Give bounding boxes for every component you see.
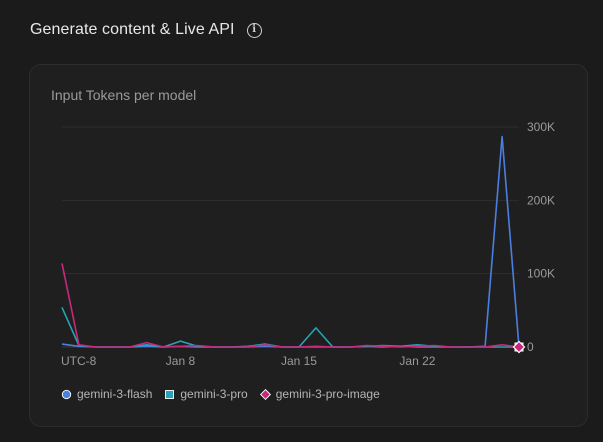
y-tick-label: 0 [527, 340, 534, 354]
chart-legend: gemini-3-flash gemini-3-pro gemini-3-pro-i… [61, 387, 384, 401]
y-tick-label: 300K [527, 120, 555, 134]
legend-marker-circle-icon [61, 389, 72, 399]
info-icon[interactable]: i [246, 22, 262, 38]
legend-label: gemini-3-flash [77, 387, 153, 401]
legend-marker-diamond-icon [259, 388, 271, 400]
y-axis-ticks: 0 100K 200K 300K [527, 120, 555, 354]
x-axis-ticks: UTC-8 Jan 8 Jan 15 Jan 22 [61, 354, 436, 368]
legend-label: gemini-3-pro-image [275, 387, 380, 401]
chart-title: Input Tokens per model [51, 87, 197, 103]
chart-card [29, 64, 588, 427]
series-end-marker-gemini-3-pro-image[interactable] [512, 340, 526, 354]
y-tick-label: 200K [527, 193, 555, 207]
legend-item-gemini-3-pro[interactable]: gemini-3-pro [164, 387, 248, 401]
x-tick-label: UTC-8 [61, 354, 97, 368]
series-line-gemini-3-pro [61, 307, 519, 348]
grid-lines [62, 126, 519, 348]
x-tick-label: Jan 15 [281, 354, 317, 368]
section-header: Generate content & Live API i [30, 21, 262, 39]
x-tick-label: Jan 8 [166, 354, 196, 368]
section-title: Generate content & Live API [30, 21, 235, 38]
series-line-gemini-3-flash [61, 135, 520, 348]
legend-item-gemini-3-flash[interactable]: gemini-3-flash [61, 387, 152, 401]
series-lines [61, 135, 520, 348]
legend-item-gemini-3-pro-image[interactable]: gemini-3-pro-image [259, 387, 380, 401]
x-tick-label: Jan 22 [399, 354, 435, 368]
end-markers [512, 340, 526, 354]
legend-label: gemini-3-pro [180, 387, 248, 401]
series-line-gemini-3-pro-image [61, 263, 520, 348]
y-tick-label: 100K [527, 267, 555, 281]
legend-marker-square-icon [165, 389, 175, 399]
